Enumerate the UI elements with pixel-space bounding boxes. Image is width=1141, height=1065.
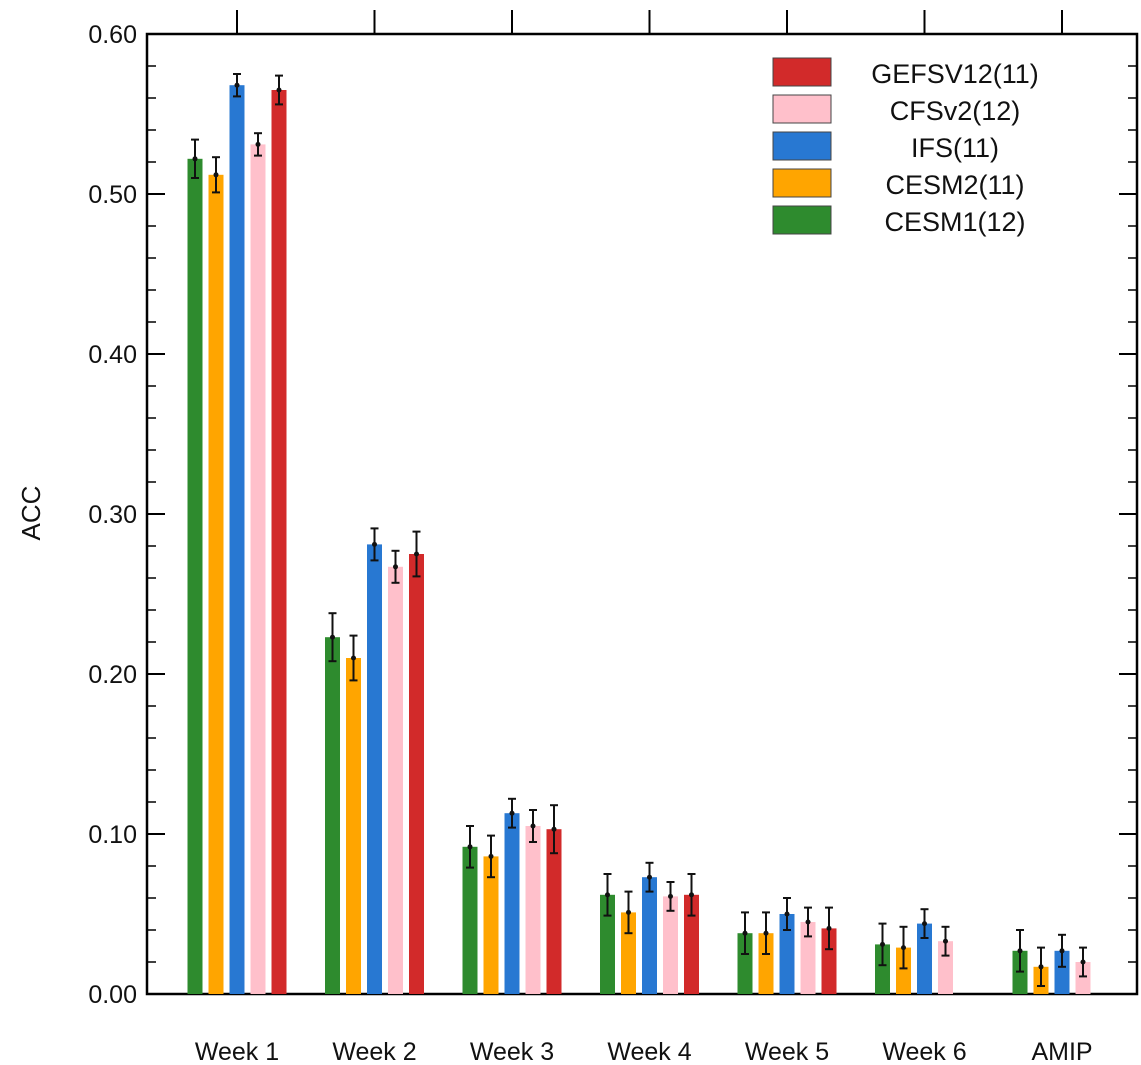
legend-swatch	[772, 131, 832, 161]
y-axis-label: ACC	[16, 486, 46, 541]
bar	[758, 933, 774, 994]
mean-marker	[605, 892, 610, 898]
mean-marker	[763, 930, 769, 936]
bar	[642, 877, 657, 994]
y-tick-label: 0.40	[88, 341, 137, 369]
mean-marker	[1038, 964, 1044, 970]
bar	[546, 829, 562, 994]
bar	[896, 947, 911, 994]
legend-label: GEFSV12(11)	[871, 59, 1039, 89]
mean-marker	[372, 541, 377, 547]
legend-swatch	[772, 205, 832, 235]
x-tick-label: Week 6	[882, 1038, 966, 1065]
mean-marker	[647, 874, 652, 880]
bar	[504, 813, 520, 994]
bar	[250, 144, 266, 994]
bar	[229, 85, 245, 994]
mean-marker	[467, 844, 473, 850]
bar	[483, 856, 499, 994]
mean-marker	[784, 911, 790, 917]
bar	[663, 896, 678, 994]
mean-marker	[551, 826, 557, 832]
mean-marker	[488, 853, 494, 859]
legend-label: IFS(11)	[911, 133, 999, 163]
bar	[737, 933, 753, 994]
bar	[938, 941, 953, 994]
bar	[325, 637, 340, 994]
x-tick-label: Week 3	[470, 1038, 554, 1065]
legend-label: CFSv2(12)	[890, 96, 1021, 126]
mean-marker	[530, 823, 536, 829]
mean-marker	[880, 941, 885, 947]
mean-marker	[742, 930, 748, 936]
bar	[388, 566, 403, 994]
bar	[367, 544, 382, 994]
y-tick-label: 0.20	[88, 661, 137, 689]
mean-marker	[351, 655, 356, 661]
mean-marker	[192, 156, 198, 162]
bar	[187, 158, 203, 995]
y-tick-label: 0.00	[88, 981, 137, 1009]
bar	[600, 894, 615, 994]
bar	[271, 90, 287, 994]
bar	[917, 923, 932, 994]
bar	[346, 658, 361, 994]
legend-label: CESM1(12)	[884, 207, 1025, 237]
mean-marker	[1080, 959, 1086, 965]
mean-marker	[943, 938, 948, 944]
bar	[821, 928, 837, 994]
bar	[525, 826, 541, 994]
mean-marker	[414, 551, 419, 557]
legend-swatch	[772, 168, 832, 198]
mean-marker	[255, 141, 261, 147]
mean-marker	[901, 945, 906, 951]
y-tick-label: 0.60	[88, 21, 137, 49]
bar	[409, 554, 424, 994]
bar	[684, 894, 699, 994]
mean-marker	[922, 921, 927, 927]
mean-marker	[213, 172, 219, 178]
mean-marker	[234, 82, 240, 88]
legend-swatch	[772, 57, 832, 87]
legend-swatch	[772, 94, 832, 124]
x-tick-label: Week 2	[332, 1038, 416, 1065]
mean-marker	[1017, 948, 1023, 954]
bar	[779, 914, 795, 994]
mean-marker	[668, 893, 673, 899]
major-tick-marks	[147, 10, 1137, 995]
mean-marker	[393, 564, 398, 570]
mean-marker	[330, 634, 335, 640]
x-tick-labels: Week 1 Week 2 Week 3 Week 4 Week 5 Week 6 AMIP	[195, 1038, 1093, 1065]
bar	[875, 944, 890, 994]
mean-marker	[509, 810, 515, 816]
bar	[800, 922, 816, 994]
x-tick-label: Week 1	[195, 1038, 279, 1065]
x-tick-label: Week 4	[607, 1038, 691, 1065]
bar	[1075, 962, 1091, 994]
x-tick-label: AMIP	[1031, 1038, 1092, 1065]
bar	[462, 846, 478, 994]
bar	[1054, 950, 1070, 994]
bar-groups	[187, 73, 1091, 995]
y-tick-labels: 0.00 0.10 0.20 0.30 0.40 0.50 0.60	[88, 21, 137, 1009]
plot-frame	[145, 32, 1139, 996]
mean-marker	[805, 919, 811, 925]
legend-label: CESM2(11)	[885, 170, 1024, 200]
x-tick-label: Week 5	[745, 1038, 829, 1065]
y-tick-label: 0.50	[88, 181, 137, 209]
mean-marker	[626, 909, 631, 915]
y-tick-label: 0.10	[88, 821, 137, 849]
mean-marker	[689, 892, 694, 898]
mean-marker	[276, 87, 282, 93]
mean-marker	[1059, 948, 1065, 954]
legend: GEFSV12(11) CFSv2(12) IFS(11) CESM2(11) CESM…	[772, 57, 1039, 237]
mean-marker	[826, 925, 832, 931]
y-tick-label: 0.30	[88, 501, 137, 529]
bar	[208, 174, 224, 995]
